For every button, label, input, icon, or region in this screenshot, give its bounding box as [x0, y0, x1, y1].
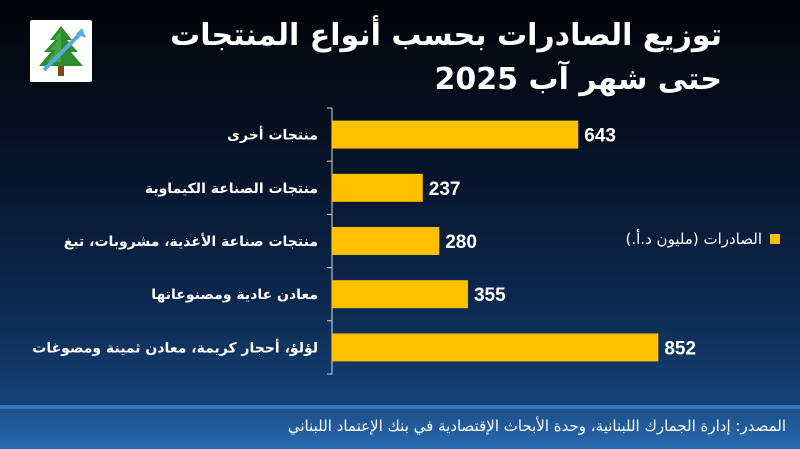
category-label: منتجات أخرى — [227, 126, 318, 144]
bar — [332, 333, 659, 362]
data-label: 355 — [474, 285, 506, 306]
source-text: المصدر: إدارة الجمارك اللبنانية، وحدة ال… — [287, 417, 786, 435]
bar — [332, 227, 440, 255]
data-label: 643 — [584, 126, 616, 147]
bar-chart: منتجات أخرى 643 منتجات الصناعة الكيماوية 23… — [32, 107, 696, 375]
data-label: 852 — [664, 338, 696, 359]
category-label: معادن عادية ومصنوعاتها — [151, 287, 318, 303]
category-label: منتجات صناعة الأغذية، مشروبات، تبغ — [64, 233, 318, 250]
bar — [332, 280, 468, 309]
bar — [332, 173, 423, 202]
bar — [332, 120, 579, 149]
category-label: لؤلؤ، أحجار كريمة، معادن ثمينة ومصوغات — [32, 338, 318, 356]
source-footer: المصدر: إدارة الجمارك اللبنانية، وحدة ال… — [0, 405, 800, 449]
chart-title: توزيع الصادرات بحسب أنواع المنتجات حتى ش… — [170, 18, 722, 97]
legend-label: الصادرات (مليون د.أ.) — [625, 230, 762, 248]
cedar-logo — [30, 20, 92, 82]
category-label: منتجات الصناعة الكيماوية — [145, 181, 318, 197]
legend-swatch — [770, 234, 780, 244]
data-label: 280 — [445, 232, 477, 253]
legend: الصادرات (مليون د.أ.) — [600, 230, 780, 248]
data-label: 237 — [429, 179, 461, 200]
